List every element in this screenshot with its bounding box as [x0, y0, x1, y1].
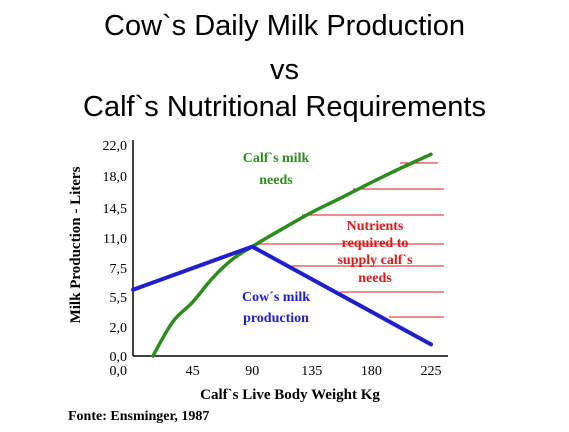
y-tick-label: 22,0	[103, 139, 128, 154]
y-tick-label: 2,0	[110, 321, 128, 336]
x-tick-label: 90	[245, 364, 259, 379]
nutrients-label-line-4: needs	[358, 271, 392, 286]
y-tick-label: 5,5	[110, 291, 128, 306]
series-lines	[131, 152, 433, 358]
nutrient-hatch-lines	[257, 162, 444, 318]
nutrients-label-line-3: supply calf`s	[337, 253, 413, 268]
source-note: Fonte: Ensminger, 1987	[68, 409, 209, 424]
calf-needs-label-line-2: needs	[259, 173, 293, 188]
calf-needs-label-line-1: Calf`s milk	[243, 151, 310, 166]
x-tick-label: 225	[421, 364, 442, 379]
chart-title-line-3: Calf`s Nutritional Requirements	[83, 91, 486, 123]
x-tick-label: 45	[186, 364, 200, 379]
cow-production-label-line-1: Cow´s milk	[242, 290, 310, 305]
x-tick-label: 180	[361, 364, 382, 379]
cow-production-line	[131, 244, 433, 347]
x-tick-labels: 0,0 45 90 135 180 225	[110, 364, 442, 379]
calf-needs-line	[151, 152, 433, 358]
chart-title-line-1: Cow`s Daily Milk Production	[104, 10, 465, 42]
y-axis-label: Milk Production - Liters	[68, 166, 84, 323]
nutrients-label-line-1: Nutrients	[347, 219, 404, 234]
y-tick-label: 7,5	[110, 262, 128, 277]
cow-production-label-line-2: production	[243, 311, 309, 326]
y-tick-label: 18,0	[103, 170, 128, 185]
y-tick-label: 14,5	[103, 202, 128, 217]
x-axis-label: Calf`s Live Body Weight Kg	[200, 387, 380, 403]
y-tick-label: 0,0	[110, 350, 128, 365]
y-tick-label: 11,0	[103, 232, 127, 247]
y-tick-labels: 0,0 2,0 5,5 7,5 11,0 14,5 18,0 22,0	[103, 139, 128, 365]
x-tick-label: 135	[301, 364, 322, 379]
chart-title-line-2: vs	[270, 54, 299, 86]
nutrients-label-line-2: required to	[342, 236, 409, 251]
x-tick-label: 0,0	[110, 364, 128, 379]
